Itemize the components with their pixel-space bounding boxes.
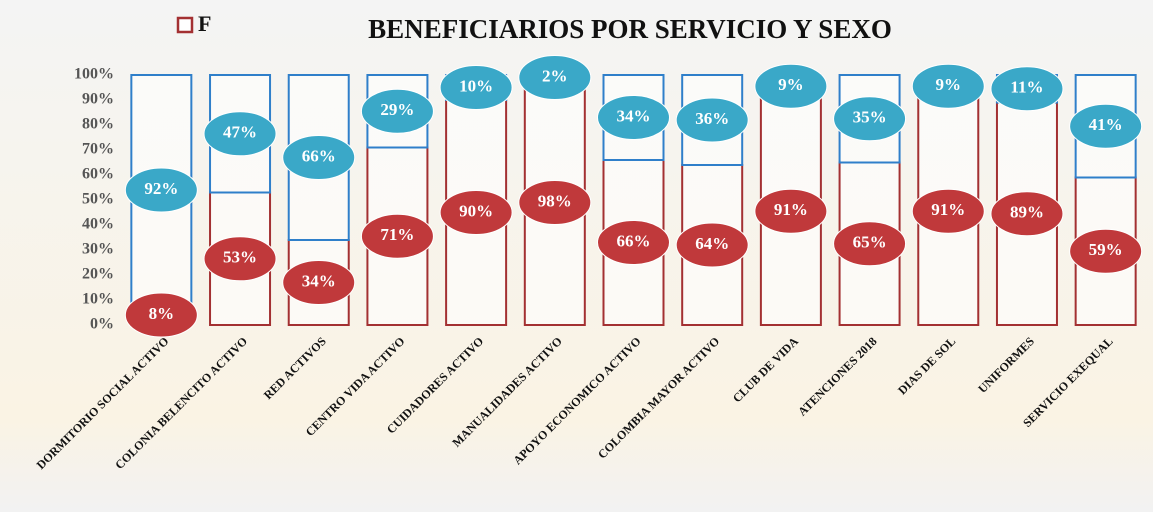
data-label-bubble <box>833 221 907 267</box>
data-label-bubble <box>360 213 434 259</box>
data-label-bubble <box>124 292 198 338</box>
data-label: 71% <box>380 225 414 244</box>
data-label-bubble <box>597 95 670 140</box>
data-label: 10% <box>459 76 493 95</box>
legend-swatch <box>176 16 194 34</box>
data-label: 9% <box>936 75 962 94</box>
data-label: 66% <box>302 146 336 165</box>
data-label-bubble <box>754 63 828 109</box>
data-label: 64% <box>695 234 729 253</box>
data-label: 8% <box>149 304 175 323</box>
y-tick-label: 80% <box>82 116 114 133</box>
data-label: 35% <box>853 108 887 127</box>
data-label-bubble <box>990 191 1064 237</box>
data-label-bubble <box>282 260 356 305</box>
data-label-bubble <box>124 167 198 213</box>
data-label: 90% <box>459 201 493 220</box>
data-label: 41% <box>1089 115 1123 134</box>
data-label-bubble <box>518 55 592 100</box>
data-label-bubble <box>833 96 907 142</box>
data-label: 66% <box>617 231 651 250</box>
y-tick-label: 50% <box>82 191 114 208</box>
data-label: 47% <box>223 123 257 142</box>
data-label-bubble <box>1069 103 1143 149</box>
y-tick-label: 10% <box>82 291 114 308</box>
legend-label: F <box>198 11 211 36</box>
data-label: 36% <box>695 109 729 128</box>
y-tick-label: 30% <box>82 241 114 258</box>
data-label-bubble <box>439 190 513 235</box>
data-label-bubble <box>203 236 277 282</box>
data-label-bubble <box>360 88 434 134</box>
data-label-bubble <box>675 222 749 268</box>
data-label: 92% <box>144 179 178 198</box>
y-tick-label: 40% <box>82 216 114 233</box>
data-label: 34% <box>617 106 651 125</box>
data-label-bubble <box>597 220 670 265</box>
data-label: 59% <box>1089 240 1123 259</box>
data-label: 2% <box>542 66 568 85</box>
data-label: 9% <box>778 75 804 94</box>
data-label: 53% <box>223 248 257 267</box>
data-label: 91% <box>931 200 965 219</box>
data-label-bubble <box>911 188 985 234</box>
data-label: 29% <box>380 100 414 119</box>
data-label-bubble <box>439 65 513 110</box>
data-label: 65% <box>853 233 887 252</box>
data-label: 98% <box>538 191 572 210</box>
y-tick-label: 70% <box>82 141 114 158</box>
y-tick-label: 60% <box>82 166 114 183</box>
data-label: 34% <box>302 271 336 290</box>
y-tick-label: 90% <box>82 91 114 108</box>
data-label: 11% <box>1010 78 1043 97</box>
data-label-bubble <box>675 97 749 143</box>
y-tick-label: 20% <box>82 266 114 283</box>
data-label-bubble <box>911 63 985 109</box>
y-tick-label: 100% <box>74 66 114 83</box>
data-label-bubble <box>518 180 592 225</box>
data-label: 91% <box>774 200 808 219</box>
data-label-bubble <box>203 111 277 157</box>
data-label-bubble <box>754 188 828 234</box>
data-label-bubble <box>1069 228 1143 274</box>
y-tick-label: 0% <box>90 316 114 333</box>
data-label-bubble <box>282 135 356 180</box>
data-label: 89% <box>1010 203 1044 222</box>
chart-title: BENEFICIARIOS POR SERVICIO Y SEXO <box>368 14 892 44</box>
data-label-bubble <box>990 66 1064 112</box>
